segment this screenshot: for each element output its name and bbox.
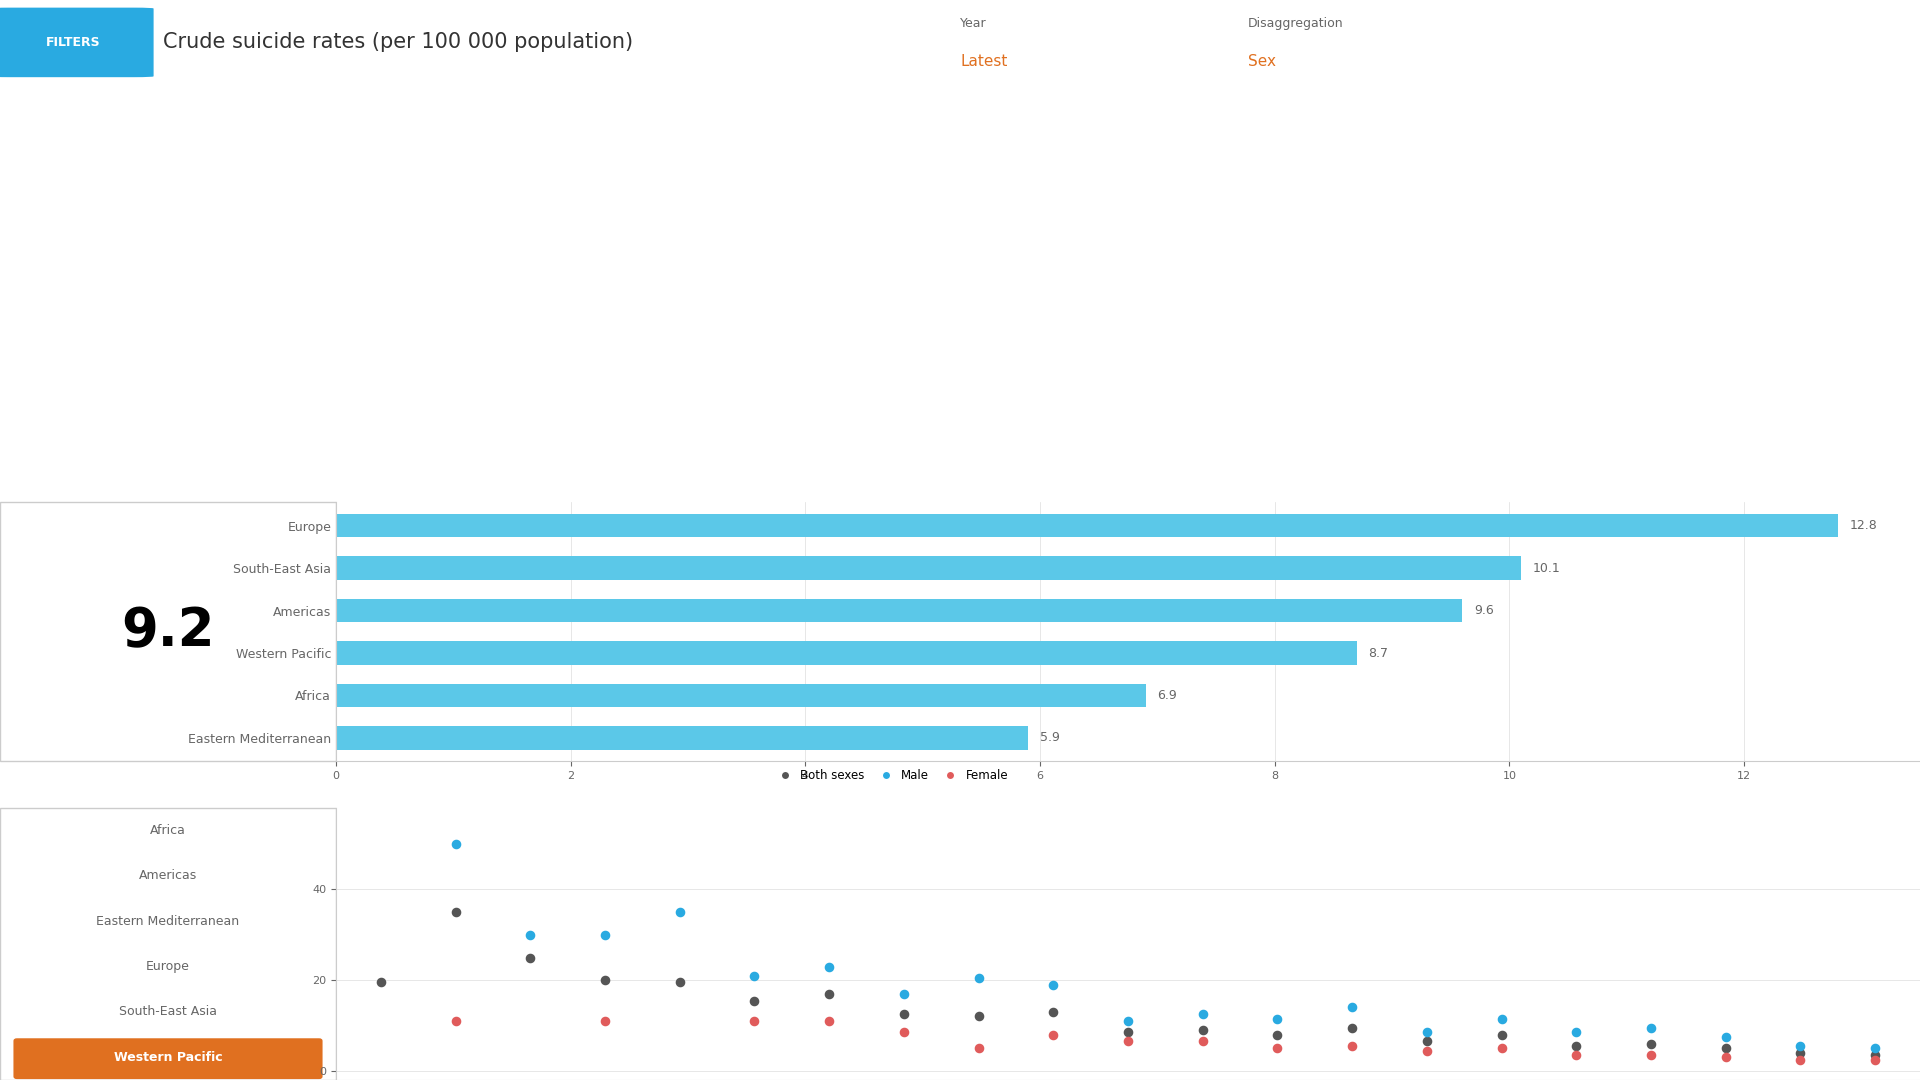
Point [1114, 1024, 1144, 1041]
Point [664, 974, 695, 991]
Point [1411, 1032, 1442, 1050]
Point [1261, 1026, 1292, 1043]
Point [664, 904, 695, 921]
Text: Europe: Europe [146, 960, 190, 973]
Text: Sex: Sex [1248, 54, 1277, 68]
Point [1411, 1042, 1442, 1059]
Point [515, 927, 545, 944]
Point [1336, 999, 1367, 1016]
Point [814, 1012, 845, 1029]
Text: Crude suicide rates (per 100 000 population): Crude suicide rates (per 100 000 populat… [163, 32, 634, 53]
Point [440, 1012, 470, 1029]
Point [814, 985, 845, 1002]
Point [1486, 1026, 1517, 1043]
Text: Americas: Americas [138, 869, 198, 882]
Point [1786, 1051, 1816, 1068]
Point [589, 927, 620, 944]
Text: 5.9: 5.9 [1041, 731, 1060, 744]
Point [1039, 1003, 1069, 1021]
Point [365, 974, 396, 991]
FancyBboxPatch shape [13, 1038, 323, 1079]
Text: FILTERS: FILTERS [46, 36, 100, 49]
Text: Western Pacific: Western Pacific [113, 1051, 223, 1064]
Point [589, 972, 620, 989]
Point [1561, 1037, 1592, 1054]
Point [1114, 1012, 1144, 1029]
Point [1261, 1010, 1292, 1027]
Text: Year: Year [960, 17, 987, 30]
Point [1860, 1040, 1891, 1057]
Point [1711, 1049, 1741, 1066]
Point [1860, 1047, 1891, 1064]
Point [964, 1008, 995, 1025]
Point [1261, 1040, 1292, 1057]
Point [1561, 1047, 1592, 1064]
Text: Latest: Latest [960, 54, 1008, 68]
Point [1336, 1020, 1367, 1037]
Text: 8.7: 8.7 [1369, 647, 1388, 660]
Text: South-East Asia: South-East Asia [119, 1005, 217, 1018]
Point [1486, 1040, 1517, 1057]
Point [1039, 976, 1069, 994]
Point [739, 991, 770, 1009]
Text: Select region: Select region [111, 779, 225, 794]
Text: Regional values: Regional values [1060, 469, 1196, 484]
Point [1486, 1010, 1517, 1027]
Point [515, 949, 545, 967]
Point [739, 1012, 770, 1029]
Point [889, 1005, 920, 1023]
Point [1636, 1035, 1667, 1052]
Point [1711, 1040, 1741, 1057]
Point [440, 836, 470, 853]
Text: 10.1: 10.1 [1532, 562, 1561, 575]
Text: Distribution by country: Distribution by country [1029, 779, 1227, 794]
Point [1636, 1047, 1667, 1064]
Text: Global value: Global value [115, 469, 221, 484]
Point [1114, 1032, 1144, 1050]
Point [1187, 1032, 1217, 1050]
Text: 12.8: 12.8 [1849, 519, 1878, 532]
Point [1187, 1005, 1217, 1023]
Point [1411, 1024, 1442, 1041]
Text: Disaggregation: Disaggregation [1248, 17, 1344, 30]
Point [1860, 1051, 1891, 1068]
Point [1187, 1022, 1217, 1039]
Point [1786, 1037, 1816, 1054]
Bar [336, 599, 1463, 622]
Point [889, 985, 920, 1002]
Text: 9.6: 9.6 [1475, 604, 1494, 617]
Point [1636, 1020, 1667, 1037]
Point [1561, 1024, 1592, 1041]
Point [739, 967, 770, 984]
Point [889, 1024, 920, 1041]
Point [814, 958, 845, 975]
Point [1039, 1026, 1069, 1043]
Text: Africa: Africa [150, 824, 186, 837]
Point [964, 1040, 995, 1057]
Legend: Both sexes, Male, Female: Both sexes, Male, Female [768, 765, 1012, 787]
Point [964, 970, 995, 987]
Text: 9.2: 9.2 [121, 606, 215, 658]
Point [589, 1012, 620, 1029]
Point [1711, 1028, 1741, 1045]
Point [1336, 1037, 1367, 1054]
FancyBboxPatch shape [0, 8, 154, 77]
Point [1786, 1044, 1816, 1062]
Text: Eastern Mediterranean: Eastern Mediterranean [96, 915, 240, 928]
Text: 6.9: 6.9 [1158, 689, 1177, 702]
Bar [336, 684, 1146, 707]
Bar [336, 514, 1837, 538]
Bar [336, 642, 1357, 664]
Bar [336, 556, 1521, 580]
Bar [336, 726, 1029, 750]
Point [440, 904, 470, 921]
